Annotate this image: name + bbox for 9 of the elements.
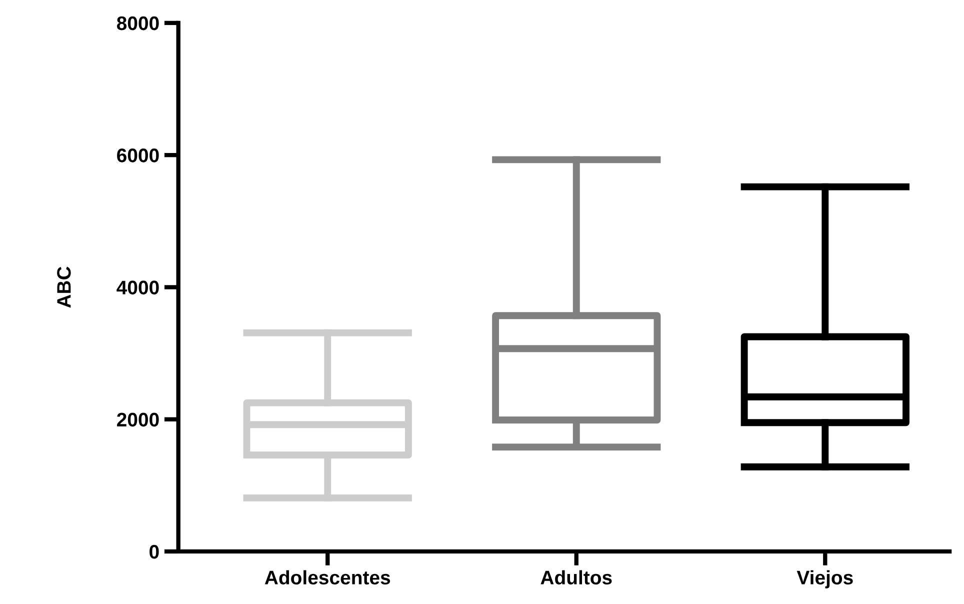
y-tick-label: 6000: [117, 148, 159, 162]
y-tick-label: 8000: [116, 16, 159, 30]
x-tick-label: Adolescentes: [264, 570, 390, 584]
x-tick-label: Adultos: [540, 570, 612, 584]
y-tick-label: 0: [150, 544, 159, 559]
y-tick-label: 2000: [117, 412, 159, 427]
x-tick-label: Viejos: [796, 570, 853, 588]
y-axis-title: ABC: [57, 266, 71, 308]
y-tick-label: 4000: [116, 280, 159, 294]
